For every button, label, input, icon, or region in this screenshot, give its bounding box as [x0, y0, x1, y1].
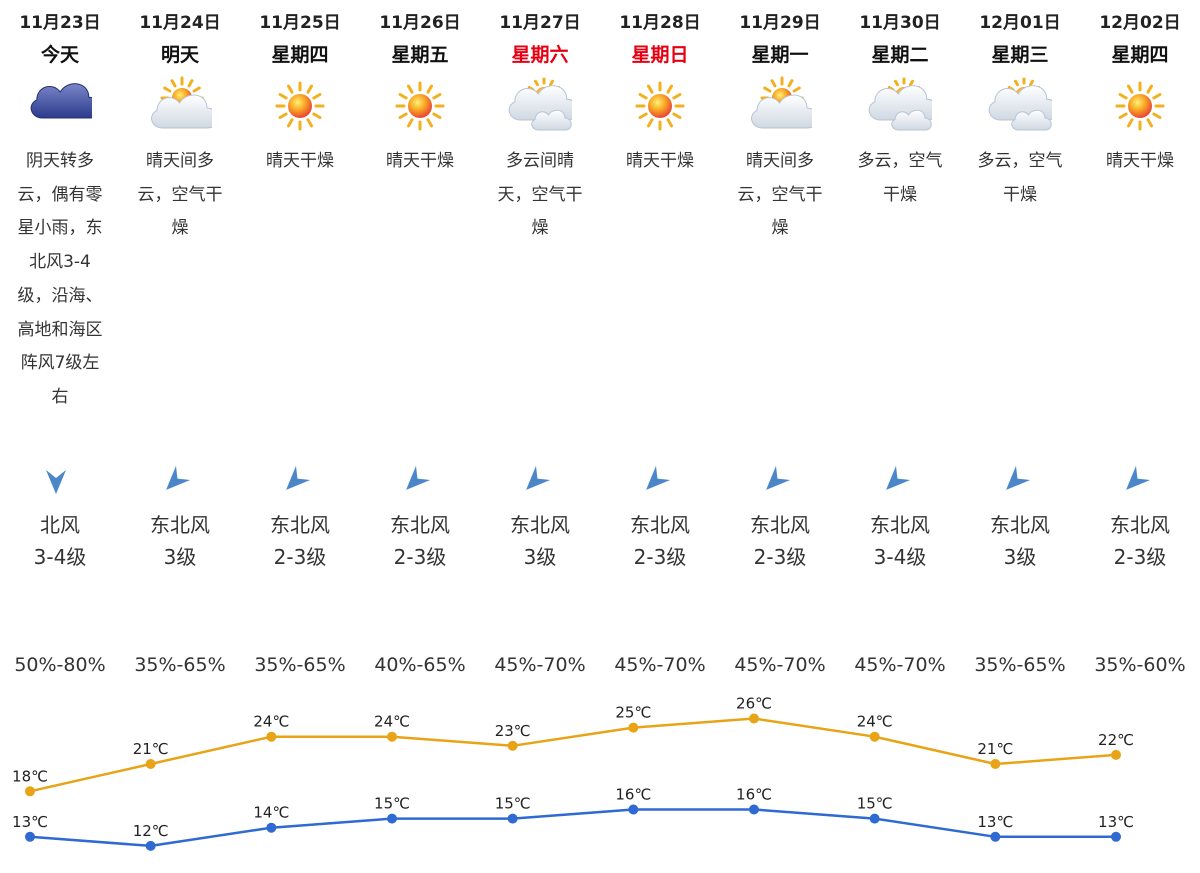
wind-direction-icon	[280, 464, 312, 496]
wind-direction: 东北风	[150, 513, 210, 537]
weather-description: 多云间晴天，空气干燥	[497, 151, 583, 239]
day-column: 12月01日 星期三多云，空气干燥东北风 3级 35%-65%	[960, 0, 1080, 873]
day-of-week: 星期二	[871, 44, 929, 66]
wind-direction: 东北风	[510, 513, 570, 537]
wind-direction: 东北风	[390, 513, 450, 537]
wind-level: 2-3级	[633, 545, 687, 569]
cloud-with-sun-icon	[868, 76, 939, 136]
wind-level: 2-3级	[1113, 545, 1167, 569]
humidity-range: 35%-65%	[974, 654, 1066, 676]
cloud-with-sun-icon	[508, 76, 579, 136]
wind-direction-icon	[640, 464, 672, 496]
humidity-range: 35%-65%	[254, 654, 346, 676]
humidity-range: 45%-70%	[854, 654, 946, 676]
sun-icon	[268, 76, 332, 136]
day-column: 11月25日 星期四晴天干燥东北风 2-3级 35%-65%	[240, 0, 360, 873]
sun-icon	[628, 76, 692, 136]
day-date: 11月27日	[499, 13, 581, 33]
weather-description: 阴天转多云，偶有零星小雨，东北风3-4级，沿海、高地和海区阵风7级左右	[17, 151, 103, 407]
day-of-week: 星期三	[991, 44, 1049, 66]
weather-description: 晴天干燥	[1106, 151, 1174, 171]
wind-direction-icon	[400, 464, 432, 496]
day-date: 12月02日	[1099, 13, 1181, 33]
day-of-week: 星期一	[751, 44, 809, 66]
day-of-week: 星期日	[631, 44, 689, 66]
day-column: 11月23日 今天阴天转多云，偶有零星小雨，东北风3-4级，沿海、高地和海区阵风7…	[0, 0, 120, 873]
wind-level: 2-3级	[393, 545, 447, 569]
day-column: 11月24日 明天晴天间多云，空气干燥东北风 3级 35%-65%	[120, 0, 240, 873]
weather-description: 晴天干燥	[386, 151, 454, 171]
sun-icon	[1108, 76, 1172, 136]
wind-level: 3级	[1003, 545, 1037, 569]
weather-description: 晴天干燥	[266, 151, 334, 171]
day-of-week: 明天	[160, 44, 199, 66]
wind-level: 3-4级	[33, 545, 87, 569]
wind-direction-icon	[1120, 464, 1152, 496]
weather-description: 多云，空气干燥	[977, 151, 1063, 205]
cloud-with-sun-icon	[988, 76, 1059, 136]
overcast-cloud-icon	[28, 76, 101, 136]
day-column: 11月27日 星期六多云间晴天，空气干燥东北风 3级 45%-70%	[480, 0, 600, 873]
sun-icon	[388, 76, 452, 136]
day-date: 11月25日	[259, 13, 341, 33]
wind-direction-icon	[1000, 464, 1032, 496]
humidity-range: 50%-80%	[14, 654, 106, 676]
wind-level: 2-3级	[753, 545, 807, 569]
wind-level: 3级	[163, 545, 197, 569]
day-date: 12月01日	[979, 13, 1061, 33]
day-date: 11月29日	[739, 13, 821, 33]
day-of-week: 今天	[40, 44, 79, 66]
day-column: 11月28日 星期日晴天干燥东北风 2-3级 45%-70%	[600, 0, 720, 873]
day-of-week: 星期五	[391, 44, 449, 66]
day-of-week: 星期四	[1111, 44, 1169, 66]
weather-description: 多云，空气干燥	[857, 151, 943, 205]
wind-direction-icon	[520, 464, 552, 496]
day-date: 11月26日	[379, 13, 461, 33]
weather-description: 晴天间多云，空气干燥	[137, 151, 223, 239]
day-of-week: 星期六	[511, 44, 569, 66]
day-column: 12月02日 星期四晴天干燥东北风 2-3级 35%-60%	[1080, 0, 1200, 873]
wind-direction: 东北风	[270, 513, 330, 537]
wind-direction: 北风	[40, 513, 80, 537]
wind-direction: 东北风	[990, 513, 1050, 537]
wind-direction: 东北风	[750, 513, 810, 537]
weather-description: 晴天间多云，空气干燥	[737, 151, 823, 239]
wind-direction-icon	[880, 464, 912, 496]
humidity-range: 45%-70%	[614, 654, 706, 676]
humidity-range: 35%-65%	[134, 654, 226, 676]
day-date: 11月23日	[19, 13, 101, 33]
wind-level: 3-4级	[873, 545, 927, 569]
wind-direction: 东北风	[1110, 513, 1170, 537]
day-column: 11月26日 星期五晴天干燥东北风 2-3级 40%-65%	[360, 0, 480, 873]
day-column: 11月30日 星期二多云，空气干燥东北风 3-4级 45%-70%	[840, 0, 960, 873]
day-of-week: 星期四	[271, 44, 329, 66]
day-date: 11月28日	[619, 13, 701, 33]
wind-level: 2-3级	[273, 545, 327, 569]
wind-direction-icon	[160, 464, 192, 496]
wind-direction-icon	[40, 464, 72, 496]
day-column: 11月29日 星期一晴天间多云，空气干燥东北风 2-3级 45%-70%	[720, 0, 840, 873]
wind-direction-icon	[760, 464, 792, 496]
day-date: 11月24日	[139, 13, 221, 33]
sun-behind-cloud-icon	[748, 76, 818, 136]
wind-direction: 东北风	[870, 513, 930, 537]
weather-description: 晴天干燥	[626, 151, 694, 171]
humidity-range: 45%-70%	[494, 654, 586, 676]
humidity-range: 45%-70%	[734, 654, 826, 676]
humidity-range: 40%-65%	[374, 654, 466, 676]
wind-level: 3级	[523, 545, 557, 569]
sun-behind-cloud-icon	[148, 76, 218, 136]
wind-direction: 东北风	[630, 513, 690, 537]
day-date: 11月30日	[859, 13, 941, 33]
humidity-range: 35%-60%	[1094, 654, 1186, 676]
